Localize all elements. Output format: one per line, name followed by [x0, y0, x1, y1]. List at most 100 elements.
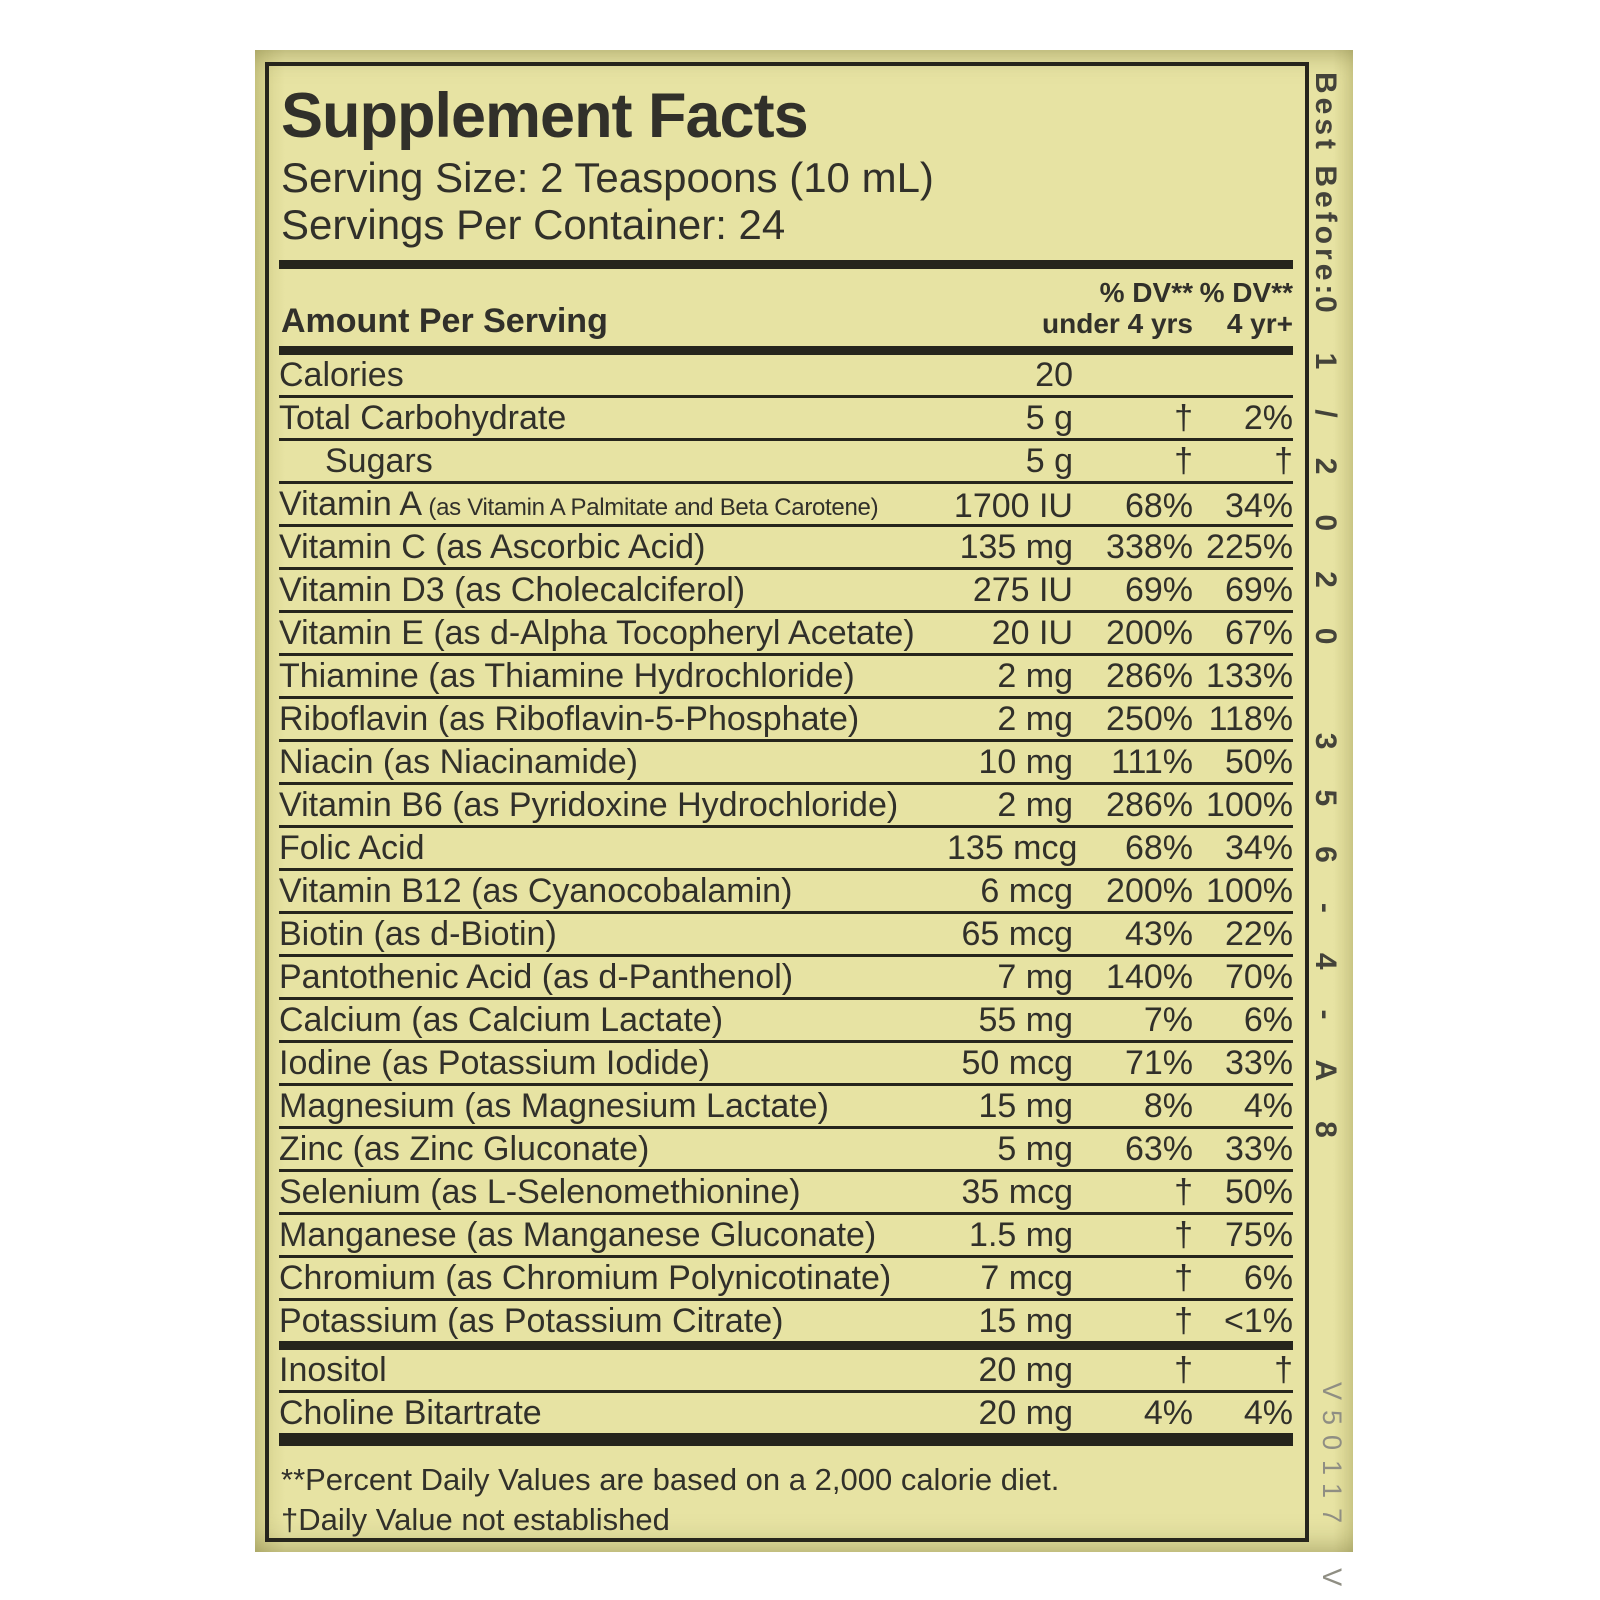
- nutrient-amount: 7 mg: [997, 958, 1073, 996]
- supplement-label: Supplement Facts Serving Size: 2 Teaspoo…: [255, 50, 1353, 1552]
- nutrient-name: Niacin (as Niacinamide): [279, 743, 639, 781]
- nutrient-name: Vitamin B12 (as Cyanocobalamin): [279, 872, 793, 910]
- nutrient-name: Vitamin B6 (as Pyridoxine Hydrochloride): [279, 786, 899, 824]
- serving-size: Serving Size: 2 Teaspoons (10 mL): [281, 154, 934, 201]
- dv-4plus-value: 6%: [1243, 1001, 1293, 1039]
- dv-4plus-value: 34%: [1224, 487, 1293, 525]
- nutrient-source-note: (as Vitamin A Palmitate and Beta Caroten…: [422, 494, 879, 521]
- nutrient-name: Chromium (as Chromium Polynicotinate): [279, 1259, 892, 1297]
- nutrient-name: Sugars: [325, 442, 433, 480]
- nutrient-row: Calories 20: [279, 355, 1293, 398]
- nutrient-amount: 5 g: [1025, 442, 1073, 480]
- nutrient-amount: 1700 IU: [953, 487, 1073, 525]
- print-code: V50117 V: [1317, 1382, 1347, 1597]
- nutrient-amount: 15 mg: [978, 1087, 1074, 1125]
- nutrient-row: Calcium (as Calcium Lactate) 55 mg 7% 6%: [279, 1000, 1293, 1043]
- panel-title: Supplement Facts: [281, 81, 809, 151]
- dv-under-4-value: †: [1174, 1351, 1193, 1389]
- dv-4plus-value: 67%: [1224, 614, 1293, 652]
- nutrient-row: Total Carbohydrate 5 g † 2%: [279, 398, 1293, 441]
- nutrient-row: Riboflavin (as Riboflavin-5-Phosphate) 2 …: [279, 699, 1293, 742]
- nutrient-name: Total Carbohydrate: [279, 399, 567, 437]
- divider-bar: [279, 346, 1293, 355]
- nutrient-table: Calories 20 Total Carbohydrate 5 g † 2% Sugars…: [279, 355, 1293, 1446]
- nutrient-amount: 10 mg: [978, 743, 1074, 781]
- dv-4plus-value: 33%: [1224, 1044, 1293, 1082]
- dv-under-4-value: 140%: [1106, 958, 1193, 996]
- nutrient-row: Vitamin B6 (as Pyridoxine Hydrochloride)…: [279, 785, 1293, 828]
- nutrient-row: Pantothenic Acid (as d-Panthenol) 7 mg 140…: [279, 957, 1293, 1000]
- nutrient-name: Thiamine (as Thiamine Hydrochloride): [279, 657, 855, 695]
- dv-4plus-value: 70%: [1224, 958, 1293, 996]
- dv-under-4-value: 200%: [1106, 614, 1193, 652]
- nutrient-amount: 2 mg: [997, 786, 1073, 824]
- amount-per-serving-header: Amount Per Serving: [281, 302, 608, 340]
- dv-4plus-value: †: [1274, 1351, 1293, 1389]
- nutrient-row: Biotin (as d-Biotin) 65 mcg 43% 22%: [279, 914, 1293, 957]
- nutrient-amount: 65 mcg: [961, 915, 1074, 953]
- dv-4plus-value: 100%: [1206, 872, 1293, 910]
- dv-under-4-value: 8%: [1143, 1087, 1193, 1125]
- dv-under-4-value: †: [1174, 1173, 1193, 1211]
- dv-under-4-line2: under 4 yrs: [1042, 308, 1193, 339]
- nutrient-amount: 2 mg: [997, 700, 1073, 738]
- nutrient-amount: 5 mg: [997, 1130, 1073, 1168]
- nutrient-name: Choline Bitartrate: [279, 1394, 542, 1432]
- dv-4plus-value: 75%: [1224, 1216, 1293, 1254]
- nutrient-row: Folic Acid 135 mcg 68% 34%: [279, 828, 1293, 871]
- nutrient-row: Vitamin C (as Ascorbic Acid) 135 mg 338% 22…: [279, 527, 1293, 570]
- dv-under-4-value: †: [1174, 1302, 1193, 1340]
- nutrient-row: Inositol 20 mg † †: [279, 1350, 1293, 1393]
- dv-under-4-value: †: [1174, 399, 1193, 437]
- nutrient-name: Selenium (as L-Selenomethionine): [279, 1173, 801, 1211]
- nutrient-name: Vitamin E (as d-Alpha Tocopheryl Acetate…: [279, 614, 915, 652]
- table-header: Amount Per Serving % DV** under 4 yrs % …: [279, 269, 1293, 346]
- dv-4plus-value: 2%: [1243, 399, 1293, 437]
- nutrient-name: Calories: [279, 356, 404, 394]
- nutrient-name: Inositol: [279, 1351, 387, 1389]
- dv-4plus-header: % DV** 4 yr+: [1193, 277, 1293, 339]
- nutrient-amount: 55 mg: [978, 1001, 1074, 1039]
- nutrient-row: Selenium (as L-Selenomethionine) 35 mcg † 5…: [279, 1172, 1293, 1215]
- footnote-dagger: †Daily Value not established: [281, 1502, 670, 1537]
- nutrient-row: Niacin (as Niacinamide) 10 mg 111% 50%: [279, 742, 1293, 785]
- nutrient-name: Biotin (as d-Biotin): [279, 915, 557, 953]
- nutrient-name: Folic Acid: [279, 829, 425, 867]
- nutrient-amount: 1.5 mg: [969, 1216, 1073, 1254]
- nutrient-name: Pantothenic Acid (as d-Panthenol): [279, 958, 794, 996]
- dv-under-4-header: % DV** under 4 yrs: [955, 277, 1193, 339]
- nutrient-amount: 5 g: [1025, 399, 1073, 437]
- dv-4plus-value: 34%: [1224, 829, 1293, 867]
- dv-4plus-value: 118%: [1208, 700, 1293, 738]
- nutrient-amount: 275 IU: [972, 571, 1073, 609]
- nutrient-amount: 7 mcg: [980, 1259, 1073, 1297]
- dv-under-4-value: 43%: [1124, 915, 1193, 953]
- dv-under-4-value: †: [1174, 442, 1193, 480]
- dv-under-4-value: 7%: [1143, 1001, 1193, 1039]
- dv-under-4-value: †: [1174, 1259, 1193, 1297]
- nutrient-name: Vitamin A (as Vitamin A Palmitate and Be…: [279, 485, 879, 523]
- footnotes: **Percent Daily Values are based on a 2,…: [281, 1460, 1293, 1540]
- nutrient-row: Manganese (as Manganese Gluconate) 1.5 mg…: [279, 1215, 1293, 1258]
- nutrient-amount: 135 mg: [959, 528, 1073, 566]
- footnote-daily-values: **Percent Daily Values are based on a 2,…: [281, 1462, 1060, 1497]
- dv-4plus-line1: % DV**: [1199, 277, 1293, 308]
- dv-under-4-value: 286%: [1106, 786, 1193, 824]
- nutrient-amount: 15 mg: [978, 1302, 1074, 1340]
- dv-under-4-value: 250%: [1106, 700, 1193, 738]
- supplement-facts-panel: Supplement Facts Serving Size: 2 Teaspoo…: [265, 62, 1309, 1542]
- nutrient-row: Choline Bitartrate 20 mg 4% 4%: [279, 1393, 1293, 1446]
- dv-4plus-value: 69%: [1224, 571, 1293, 609]
- servings-per-container: Servings Per Container: 24: [281, 201, 786, 248]
- dv-under-4-value: 68%: [1124, 487, 1193, 525]
- nutrient-amount: 35 mcg: [961, 1173, 1074, 1211]
- nutrient-row: Iodine (as Potassium Iodide) 50 mcg 71% 33%: [279, 1043, 1293, 1086]
- nutrient-amount: 20 mg: [978, 1351, 1074, 1389]
- nutrient-row: Thiamine (as Thiamine Hydrochloride) 2 mg…: [279, 656, 1293, 699]
- nutrient-row: Zinc (as Zinc Gluconate) 5 mg 63% 33%: [279, 1129, 1293, 1172]
- dv-under-4-value: 286%: [1106, 657, 1193, 695]
- nutrient-row: Chromium (as Chromium Polynicotinate) 7 m…: [279, 1258, 1293, 1301]
- nutrient-name: Vitamin D3 (as Cholecalciferol): [279, 571, 746, 609]
- nutrient-amount: 20 mg: [978, 1394, 1074, 1432]
